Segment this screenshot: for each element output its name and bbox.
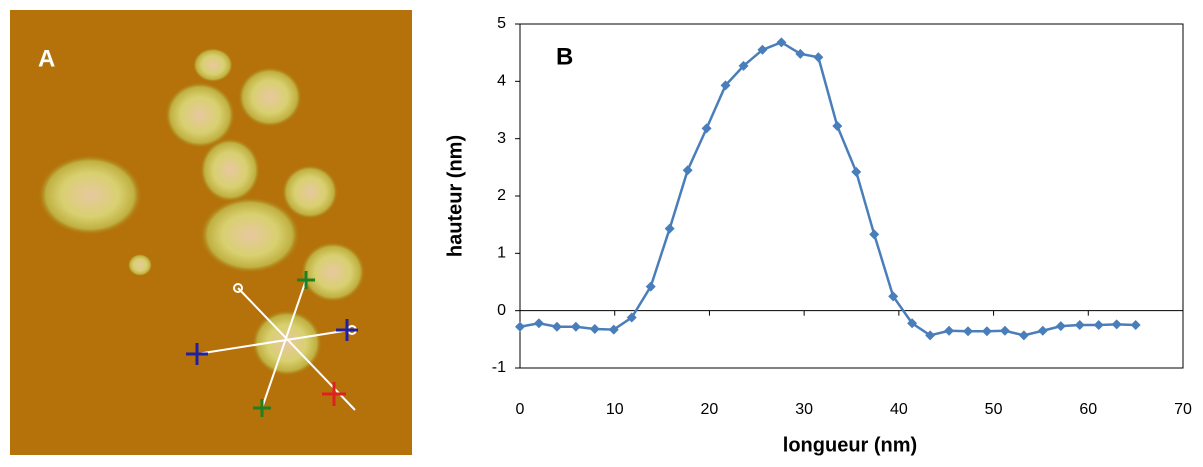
y-tick-label: 0 [497,302,506,319]
x-tick-label: 40 [890,401,908,418]
y-tick-label: 5 [497,15,506,32]
data-point [944,325,955,336]
data-point [570,321,581,332]
x-tick-label: 0 [516,401,525,418]
data-point [682,165,693,176]
data-point [795,48,806,59]
data-point [851,166,862,177]
data-point [515,321,525,332]
data-point [776,37,787,48]
data-point [1111,319,1122,330]
y-tick-label: -1 [492,359,506,376]
data-point [1093,320,1104,330]
data-point [925,330,936,341]
y-tick-label: 4 [497,73,506,90]
data-point [720,80,731,91]
data-line [519,40,1136,337]
data-point [981,326,992,337]
data-point [813,52,824,63]
data-point [738,60,749,71]
data-point [757,44,768,55]
data-point [645,281,656,292]
data-point [888,291,899,302]
y-tick-label: 2 [497,187,506,204]
data-point [1037,325,1048,336]
data-point [664,223,675,234]
data-point [832,121,843,132]
x-tick-label: 60 [1079,401,1097,418]
data-point [551,321,562,332]
panel-label: A [38,45,55,72]
data-point [999,325,1010,336]
data-point [533,318,544,329]
data-point [608,324,619,335]
data-point [626,312,637,323]
panel-label: B [556,43,573,70]
y-axis-title: hauteur (nm) [444,135,466,257]
x-tick-label: 10 [606,401,624,418]
data-point [1074,320,1085,330]
x-tick-label: 20 [701,401,719,418]
x-tick-label: 30 [795,401,813,418]
x-axis-title: longueur (nm) [783,434,917,456]
data-point [962,326,973,337]
data-point [701,123,712,134]
data-point [907,318,918,329]
y-tick-label: 3 [497,130,506,147]
data-point [869,229,880,240]
data-point [589,324,600,335]
data-point [1130,320,1141,330]
plot-frame [519,23,1184,369]
data-point [1055,321,1066,332]
y-tick-label: 1 [497,245,506,262]
afm-image: A [10,10,412,455]
data-point [1018,330,1029,341]
x-tick-label: 70 [1174,401,1192,418]
x-tick-label: 50 [985,401,1003,418]
